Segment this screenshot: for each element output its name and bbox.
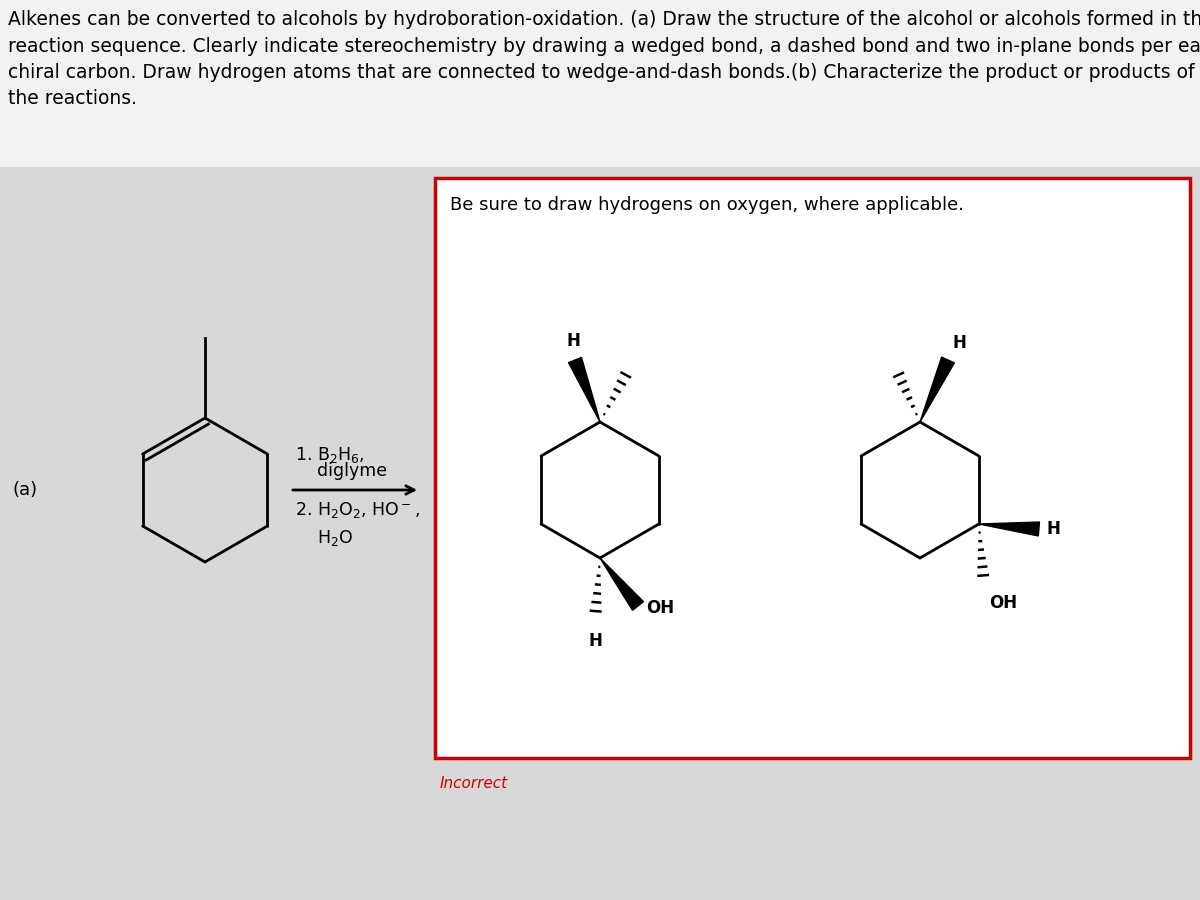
Bar [0, 167, 1200, 900]
Text: H: H [566, 332, 580, 350]
Text: diglyme: diglyme [295, 462, 388, 480]
Text: (a): (a) [12, 481, 37, 499]
Text: OH: OH [989, 594, 1018, 612]
Bar [0, 0, 1200, 167]
Polygon shape [569, 357, 600, 422]
Text: 1. $\mathregular{B_2H_6}$,: 1. $\mathregular{B_2H_6}$, [295, 445, 365, 465]
Text: Be sure to draw hydrogens on oxygen, where applicable.: Be sure to draw hydrogens on oxygen, whe… [450, 196, 964, 214]
Text: Alkenes can be converted to alcohols by hydroboration-oxidation. (a) Draw the st: Alkenes can be converted to alcohols by … [8, 10, 1200, 109]
Text: H: H [953, 334, 967, 352]
Text: $\mathregular{H_2O}$: $\mathregular{H_2O}$ [295, 528, 353, 548]
Text: OH: OH [646, 599, 674, 617]
Text: Incorrect: Incorrect [440, 776, 508, 791]
Polygon shape [979, 522, 1039, 536]
Bar [436, 178, 1190, 758]
Text: 2. $\mathregular{H_2O_2}$, HO$^-$,: 2. $\mathregular{H_2O_2}$, HO$^-$, [295, 500, 420, 520]
Text: H: H [588, 632, 602, 650]
Polygon shape [920, 357, 954, 422]
Text: H: H [1046, 520, 1061, 538]
Polygon shape [600, 558, 643, 610]
